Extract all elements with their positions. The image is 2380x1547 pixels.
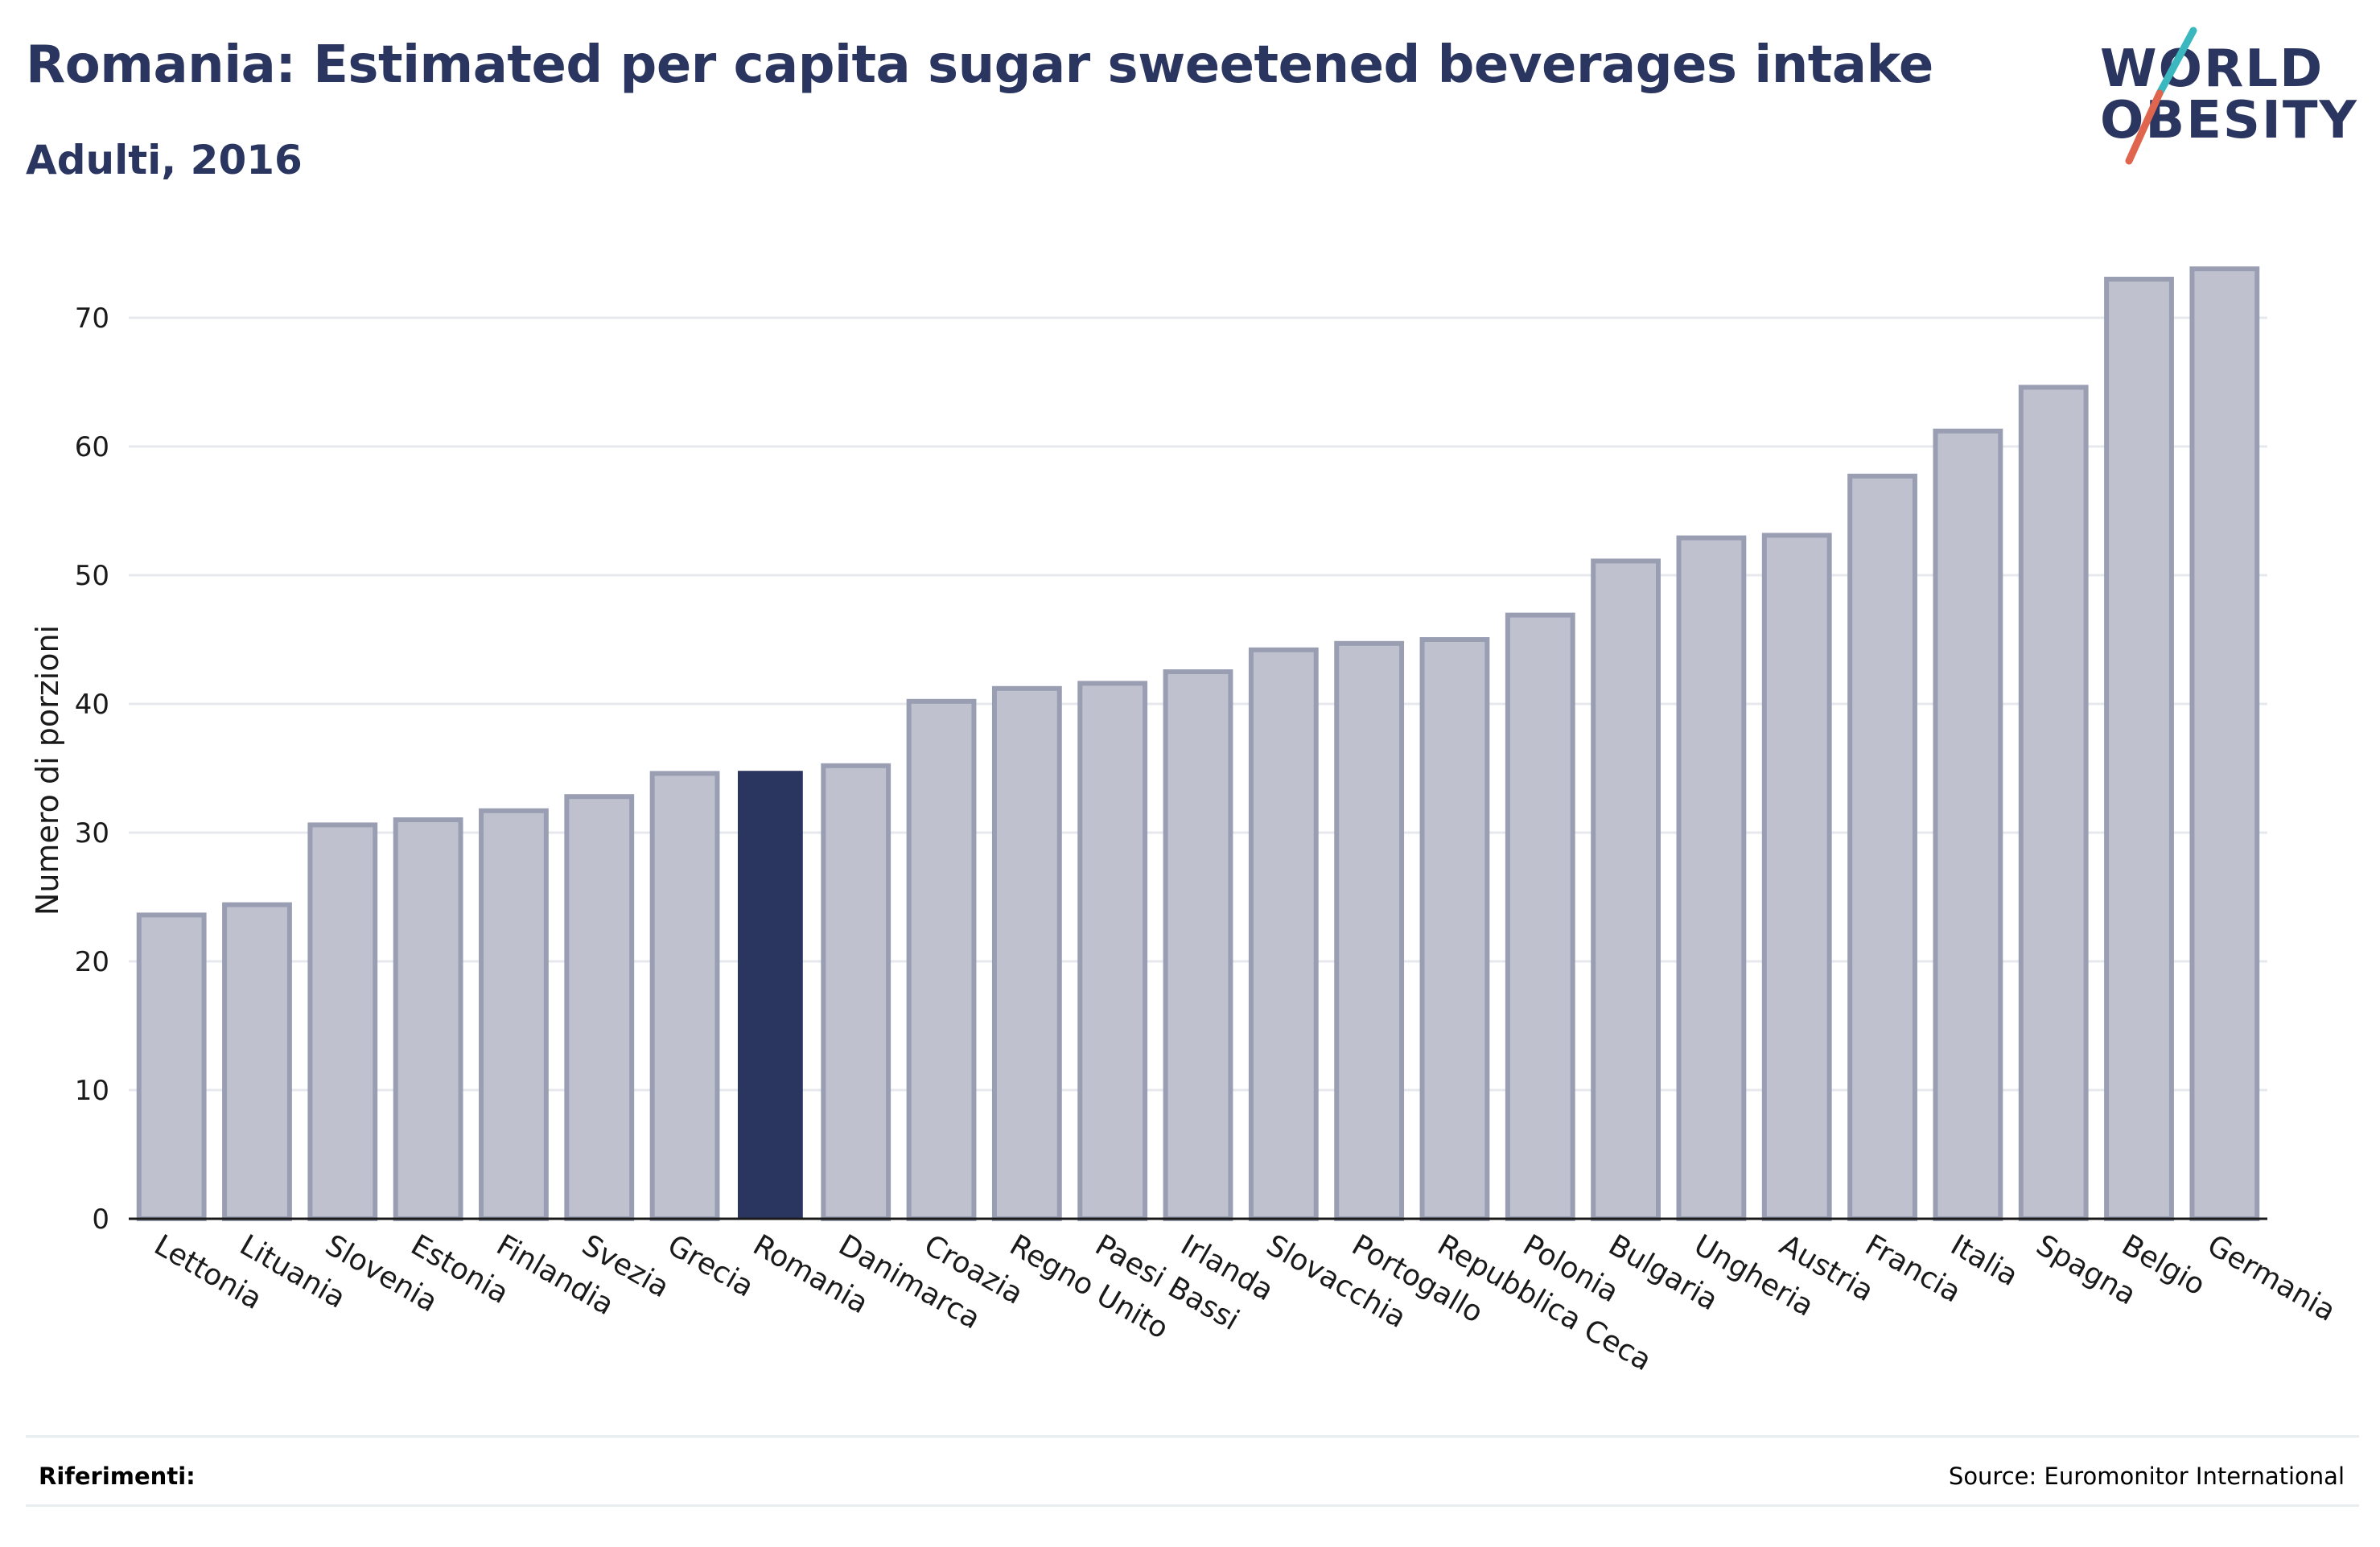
bar: [1847, 473, 1917, 1221]
bar: [1933, 428, 2003, 1221]
y-tick-label: 70: [75, 302, 109, 335]
bar: [393, 817, 463, 1221]
bar: [2018, 385, 2089, 1221]
bar: [649, 771, 720, 1221]
bar: [222, 902, 292, 1221]
references-label: Riferimenti:: [39, 1463, 196, 1490]
y-tick-label: 30: [75, 817, 109, 850]
y-tick-label: 0: [92, 1203, 109, 1236]
x-tick-label: Francia: [1859, 1228, 1966, 1309]
y-tick-label: 50: [75, 560, 109, 592]
bar: [1419, 637, 1490, 1221]
bar: [1077, 681, 1148, 1221]
bar: [1163, 669, 1233, 1221]
footer-divider-top: [26, 1435, 2359, 1438]
bar: [564, 794, 635, 1221]
y-axis-label: Numero di porzioni: [30, 625, 65, 915]
x-tick-label: Germania: [2201, 1228, 2341, 1328]
bar: [906, 698, 977, 1221]
chart-subtitle: Adulti, 2016: [26, 137, 303, 183]
source-text: Source: Euromonitor International: [1948, 1463, 2345, 1490]
bar: [1676, 535, 1747, 1221]
bar: [1591, 558, 1661, 1221]
bar: [479, 808, 549, 1221]
bar: [1505, 612, 1575, 1221]
y-tick-label: 40: [75, 689, 109, 721]
bar: [1334, 640, 1405, 1221]
bar-highlight: [737, 771, 803, 1219]
bar: [821, 763, 891, 1221]
bar: [2104, 277, 2174, 1221]
chart-title: Romania: Estimated per capita sugar swee…: [26, 35, 1933, 95]
x-tick-label: Grecia: [662, 1228, 760, 1303]
y-tick-label: 60: [75, 431, 109, 463]
bar: [307, 822, 378, 1222]
world-obesity-logo: WORLD OBESITY: [2100, 26, 2366, 171]
bar: [2189, 266, 2260, 1222]
bar: [136, 912, 207, 1222]
logo-line-1: WORLD: [2100, 39, 2324, 99]
y-tick-label: 20: [75, 946, 109, 978]
bar: [991, 685, 1062, 1221]
bar: [1761, 533, 1832, 1221]
y-tick-label: 10: [75, 1075, 109, 1107]
footer-divider-bottom: [26, 1504, 2359, 1507]
bar: [1248, 647, 1319, 1221]
logo-slash-icon: [2125, 27, 2197, 165]
